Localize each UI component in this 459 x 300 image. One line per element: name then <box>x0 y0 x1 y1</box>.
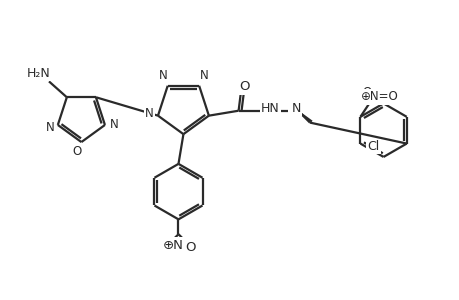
Text: O: O <box>72 146 81 158</box>
Text: ⊕N=O: ⊕N=O <box>361 91 398 103</box>
Text: N: N <box>145 107 153 120</box>
Text: N: N <box>158 69 167 82</box>
Text: O: O <box>161 241 172 254</box>
Text: N: N <box>199 69 208 82</box>
Text: N: N <box>45 122 54 134</box>
Text: N: N <box>109 118 118 131</box>
Text: O: O <box>362 85 371 98</box>
Text: HN: HN <box>260 102 279 115</box>
Text: H₂N: H₂N <box>27 67 51 80</box>
Text: N: N <box>291 102 300 115</box>
Text: O: O <box>239 80 249 93</box>
Text: Cl: Cl <box>366 140 379 153</box>
Text: O: O <box>185 241 195 254</box>
Text: ⊕N⊖: ⊕N⊖ <box>162 238 194 252</box>
